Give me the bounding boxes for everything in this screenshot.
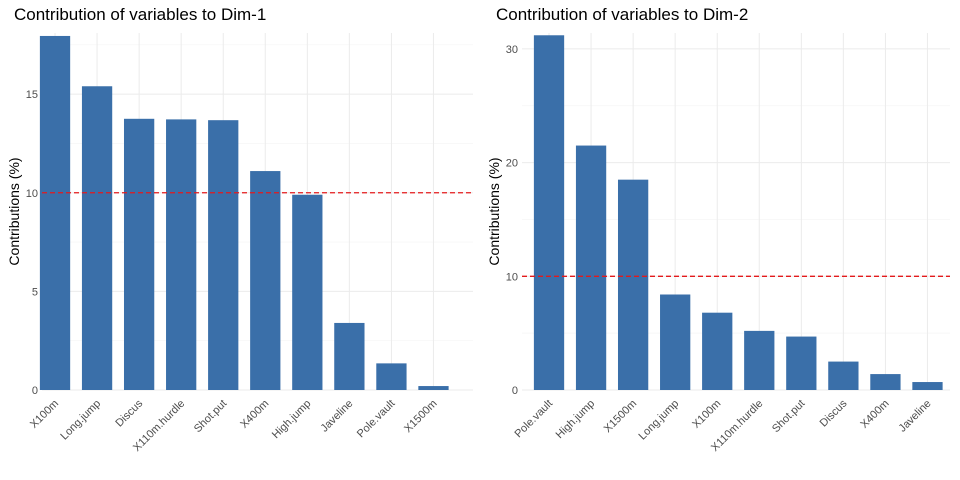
x-tick-label: Discus (818, 397, 850, 429)
x-tick-label: X1500m (402, 398, 439, 435)
x-tick-label: X1500m (602, 398, 639, 435)
x-tick-label: Discus (113, 397, 145, 429)
x-tick-label: Long.jump (636, 398, 681, 443)
bar-Pole.vault (376, 363, 407, 390)
bar-Long.jump (81, 86, 113, 390)
x-tick-label: Long.jump (58, 398, 103, 443)
bar-X100m (39, 35, 71, 391)
x-tick-label: Shot.put (192, 398, 229, 435)
y-tick-label: 0 (512, 385, 518, 397)
x-tick-label: Pole.vault (355, 398, 398, 441)
bar-X110m.hurdle (166, 119, 197, 391)
bar-X400m (250, 171, 281, 390)
bar-Long.jump (660, 294, 691, 390)
y-tick-label: 15 (26, 89, 38, 101)
bar-X1500m (617, 179, 649, 390)
x-tick-label: Javeline (897, 398, 934, 435)
x-tick-label: High.jump (554, 398, 598, 442)
x-tick-label: Pole.vault (512, 398, 555, 441)
x-tick-label: X100m (690, 398, 723, 431)
bar-High.jump (575, 145, 607, 390)
bar-High.jump (292, 194, 323, 390)
bar-Javeline (334, 322, 365, 390)
x-tick-label: X400m (238, 398, 271, 431)
y-tick-label: 30 (506, 44, 518, 56)
y-tick-label: 5 (32, 286, 38, 298)
bar-X110m.hurdle (744, 330, 775, 390)
y-tick-label: 0 (32, 385, 38, 397)
bar-Pole.vault (533, 35, 565, 390)
chart-title: Contribution of variables to Dim-1 (14, 5, 266, 24)
bar-Shot.put (208, 120, 239, 390)
y-tick-label: 10 (26, 188, 38, 200)
y-tick-label: 20 (506, 158, 518, 170)
bar-Discus (123, 118, 155, 390)
bar-X400m (870, 374, 901, 390)
y-tick-label: 10 (506, 271, 518, 283)
bar-Javeline (912, 382, 943, 390)
bar-Shot.put (786, 336, 817, 390)
bar-Discus (828, 361, 859, 390)
x-tick-label: High.jump (270, 398, 314, 442)
y-axis-label: Contributions (%) (6, 157, 22, 265)
y-axis-label: Contributions (%) (486, 157, 502, 265)
bar-X1500m (418, 386, 449, 390)
x-tick-label: Shot.put (770, 398, 807, 435)
bar-X100m (702, 312, 733, 390)
x-tick-label: Javeline (318, 398, 355, 435)
x-tick-label: X400m (858, 398, 891, 431)
x-tick-label: X100m (28, 398, 61, 431)
chart-title: Contribution of variables to Dim-2 (496, 5, 748, 24)
